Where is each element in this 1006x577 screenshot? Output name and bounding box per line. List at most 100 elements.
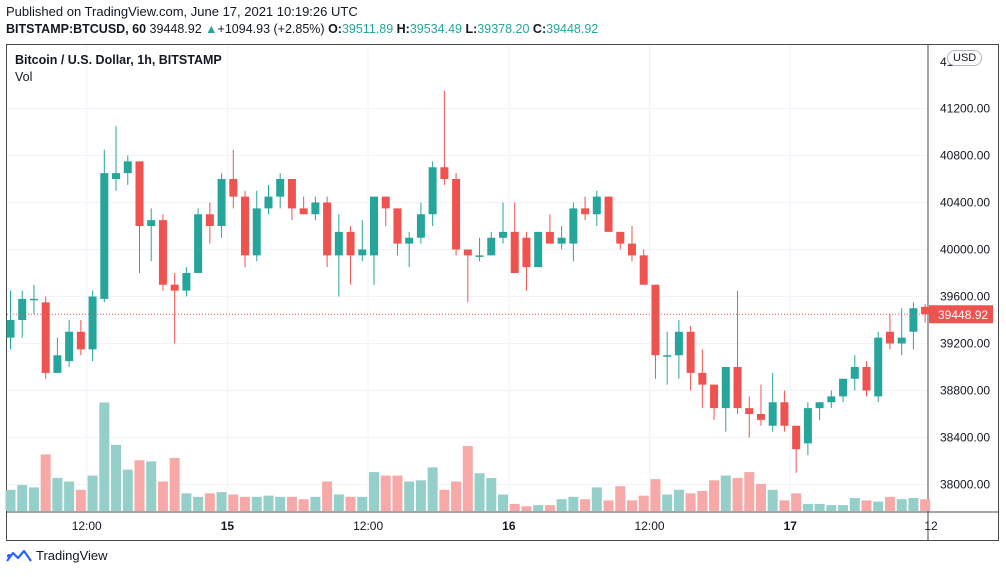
candle: [663, 331, 672, 385]
high-label: H:: [396, 22, 410, 36]
candle: [123, 155, 132, 185]
volume-bar: [474, 473, 485, 511]
volume-bar: [157, 481, 168, 511]
volume-bar: [580, 499, 591, 511]
time-tick-label: 12:00: [353, 519, 383, 533]
volume-bar: [544, 505, 555, 511]
volume-bar: [638, 495, 649, 511]
candle-body: [862, 367, 871, 391]
candle-body: [475, 255, 484, 257]
volume-bar: [392, 475, 403, 511]
volume-bar: [908, 498, 919, 511]
candle: [88, 290, 97, 362]
candle: [416, 202, 425, 244]
candle-body: [545, 231, 554, 244]
candle-body: [827, 396, 836, 403]
volume-bar: [111, 444, 122, 511]
candle-body: [123, 161, 132, 174]
candle: [686, 325, 695, 391]
price-tick-label: 38400.00: [940, 431, 990, 445]
candle-body: [287, 179, 296, 209]
candle: [733, 290, 742, 414]
volume-bars: [5, 402, 931, 511]
candle: [299, 196, 308, 215]
candle: [370, 196, 379, 285]
volume-bar: [462, 446, 473, 511]
candle-body: [416, 214, 425, 238]
time-tick-label: 12: [924, 519, 938, 533]
volume-bar: [709, 480, 720, 511]
candle-body: [346, 231, 355, 256]
candle-body: [112, 173, 121, 179]
volume-bar: [791, 493, 802, 511]
time-tick-label: 16: [502, 519, 516, 533]
price-axis[interactable]: 38000.00 38400.00 38800.00 39200.00 39600.00…: [929, 55, 993, 492]
candle-body: [498, 231, 507, 238]
candle-body: [686, 331, 695, 373]
volume-bar: [357, 496, 368, 511]
candle: [135, 161, 144, 273]
candle: [452, 173, 461, 256]
volume-bar: [216, 492, 227, 511]
candle-body: [147, 220, 156, 226]
candle: [346, 226, 355, 285]
candle: [674, 320, 683, 379]
currency-badge[interactable]: USD: [947, 50, 983, 66]
candle: [557, 226, 566, 250]
price-tick-label: 40800.00: [940, 149, 990, 163]
volume-bar: [5, 489, 16, 511]
candle: [287, 179, 296, 221]
volume-bar: [263, 495, 274, 511]
candle-body: [557, 237, 566, 244]
volume-bar: [626, 500, 637, 511]
price-tick-label: 40000.00: [940, 243, 990, 257]
volume-bar: [286, 496, 297, 511]
time-axis[interactable]: 12:00 15 12:00 16 12:00 17 12: [72, 519, 938, 533]
symbol-ohlc-line: BITSTAMP:BTCUSD, 60 39448.92 ▲+1094.93 (…: [6, 22, 598, 36]
candle: [721, 367, 730, 432]
candle-body: [674, 331, 683, 356]
volume-bar: [275, 496, 286, 511]
change-arrow-icon: ▲: [205, 22, 218, 36]
candle-body: [241, 196, 250, 256]
volume-bar: [486, 477, 497, 511]
open-value: 39511.89: [341, 22, 394, 36]
volume-bar: [52, 477, 63, 511]
volume-bar: [134, 460, 145, 511]
volume-bar: [28, 487, 39, 511]
candle-body: [100, 173, 109, 299]
candle: [147, 208, 156, 262]
candle: [627, 226, 636, 262]
candle: [510, 202, 519, 273]
candle: [358, 220, 367, 262]
volume-bar: [87, 475, 98, 511]
candle: [498, 202, 507, 244]
candle-body: [522, 237, 531, 268]
candle: [745, 396, 754, 438]
last-price-tag-label: 39448.92: [938, 308, 988, 322]
candle: [569, 202, 578, 262]
volume-bar: [427, 467, 438, 511]
volume-bar: [568, 496, 579, 511]
candle: [170, 273, 179, 344]
candle-body: [815, 402, 824, 409]
candle: [463, 249, 472, 303]
candle-body: [53, 355, 62, 373]
candle-body: [158, 220, 167, 285]
candle-body: [299, 208, 308, 215]
candle-body: [182, 273, 191, 291]
candle-body: [205, 214, 214, 226]
volume-bar: [615, 486, 626, 511]
volume-bar: [345, 496, 356, 511]
candle: [651, 284, 660, 379]
candlesticks: [6, 90, 930, 473]
candle-body: [393, 208, 402, 244]
candle-body: [88, 296, 97, 350]
volume-bar: [146, 461, 157, 511]
volume-bar: [380, 475, 391, 511]
candle: [217, 173, 226, 238]
candle-body: [616, 231, 625, 244]
price-tick-label: 38000.00: [940, 478, 990, 492]
chart-frame[interactable]: [6, 44, 999, 541]
